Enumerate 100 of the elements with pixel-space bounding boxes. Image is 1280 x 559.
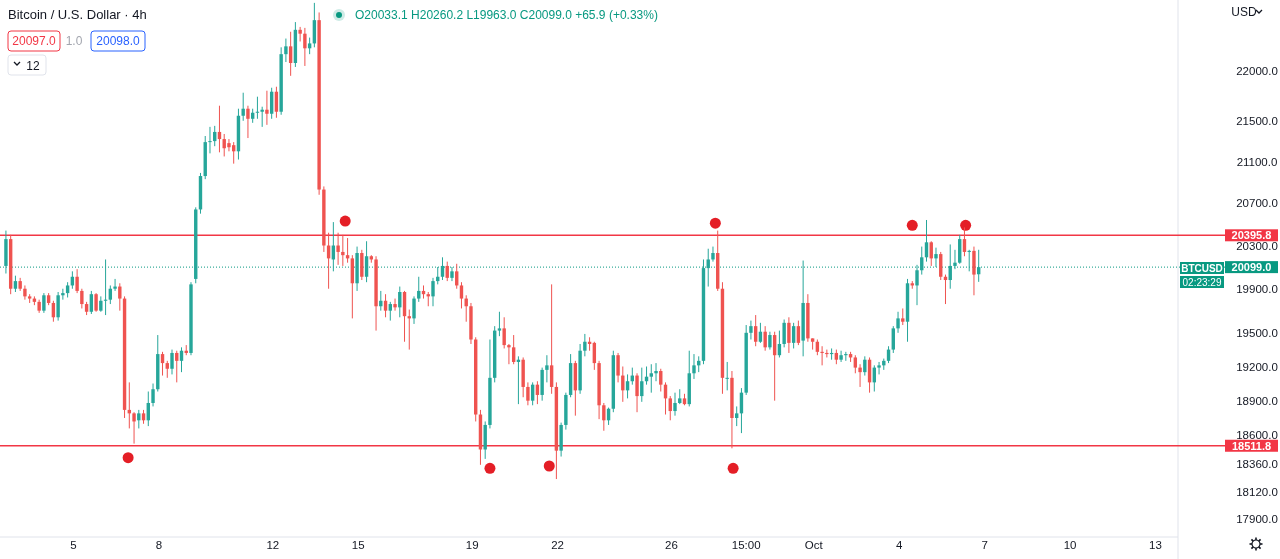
y-tick-label: 18600.0 <box>1236 429 1278 442</box>
candlestick <box>915 264 919 306</box>
candlestick <box>621 365 625 403</box>
x-tick-label: 8 <box>155 539 163 551</box>
candlestick <box>782 319 786 348</box>
candlestick <box>132 411 136 445</box>
candlestick <box>891 325 895 354</box>
candlestick <box>711 246 715 263</box>
candlestick <box>673 392 677 417</box>
candlestick <box>972 246 976 296</box>
candlestick <box>502 316 506 349</box>
y-tick-label: 19500.0 <box>1236 326 1278 339</box>
candlestick <box>80 288 84 309</box>
candlestick <box>602 402 606 432</box>
candlestick <box>151 383 155 407</box>
candlestick <box>170 349 174 375</box>
candlestick <box>364 240 369 283</box>
text: USD <box>1231 5 1257 19</box>
ref-line-label: 20099.0 <box>1231 260 1272 273</box>
x-tick-label: 15:00 <box>731 539 761 551</box>
y-tick-label: 22000.0 <box>1236 64 1278 77</box>
y-tick-label: 19200.0 <box>1236 360 1278 373</box>
x-tick-label: 12 <box>266 539 280 551</box>
text: BTCUSD <box>1181 263 1223 274</box>
candlestick <box>445 261 449 282</box>
y-tick-label: 20300.0 <box>1236 239 1278 252</box>
candlestick <box>23 284 27 301</box>
y-tick-label: 18360.0 <box>1236 457 1278 470</box>
candlestick <box>75 268 79 294</box>
candlestick <box>583 333 587 357</box>
candlestick <box>42 292 46 314</box>
candlestick <box>298 26 302 42</box>
y-tick-label: 18900.0 <box>1236 394 1278 407</box>
candlestick <box>649 363 653 394</box>
candlestick <box>246 105 250 139</box>
y-tick-label: 18120.0 <box>1236 486 1278 499</box>
candlestick <box>255 96 260 120</box>
candlestick <box>241 92 245 122</box>
candlestick <box>360 249 364 281</box>
candlestick <box>56 291 60 322</box>
y-tick-label: 21500.0 <box>1236 114 1278 127</box>
x-tick-label: 15 <box>351 539 365 551</box>
candlestick <box>825 349 829 358</box>
candlestick <box>507 343 511 365</box>
candlestick <box>668 395 672 421</box>
candlestick <box>958 234 962 265</box>
candlestick <box>939 251 943 281</box>
candlestick <box>863 355 867 377</box>
text: 02:23:29 <box>1182 277 1222 288</box>
candlestick <box>459 281 464 309</box>
candlestick <box>934 247 938 268</box>
x-tick-label: Oct <box>804 539 824 551</box>
candlestick <box>412 295 416 325</box>
x-tick-label: 5 <box>70 539 77 551</box>
x-tick-label: 22 <box>551 539 564 551</box>
candlestick <box>725 361 729 391</box>
text: O20033.1 H20260.2 L19963.0 C20099.0 +65.9 (+0.33%) <box>355 8 658 22</box>
x-tick-label: 26 <box>665 539 678 551</box>
x-tick-label: 10 <box>1063 539 1077 551</box>
candlestick <box>635 372 639 413</box>
candlestick <box>763 325 767 352</box>
ref-line-label: 18511.8 <box>1231 439 1272 452</box>
candlestick <box>858 363 862 388</box>
candlestick <box>877 361 881 375</box>
candlestick <box>839 350 843 363</box>
candlestick <box>417 276 421 303</box>
candlestick <box>393 298 397 312</box>
candlestick <box>549 283 554 395</box>
x-tick-label: 7 <box>981 539 988 551</box>
candlestick <box>853 354 858 374</box>
candlestick <box>379 290 383 312</box>
candlestick <box>450 266 454 282</box>
candlestick <box>260 106 264 128</box>
candlestick <box>227 138 231 152</box>
candlestick <box>735 405 739 427</box>
candlestick <box>94 292 98 313</box>
candlestick <box>61 288 65 301</box>
y-tick-label: 20700.0 <box>1236 197 1278 210</box>
candlestick <box>118 282 122 312</box>
x-tick-label: 4 <box>896 539 904 551</box>
text: Bitcoin / U.S. Dollar · 4h <box>8 7 147 22</box>
candlestick <box>388 301 392 322</box>
candlestick <box>787 316 791 354</box>
candlestick <box>113 278 117 292</box>
candlestick <box>431 277 435 307</box>
candlestick <box>208 126 212 154</box>
x-tick-label: 19 <box>465 539 479 551</box>
annotation: 1.0 <box>65 34 83 48</box>
candlestick <box>511 334 516 365</box>
candlestick <box>953 249 957 270</box>
candlestick <box>303 27 307 67</box>
ref-line-label: 20395.8 <box>1231 229 1272 242</box>
candlestick <box>749 320 753 341</box>
candlestick <box>545 354 549 383</box>
candlestick <box>820 345 824 366</box>
candlestick <box>654 362 658 382</box>
y-tick-label: 19900.0 <box>1236 282 1278 295</box>
annotation: 12 <box>26 59 40 73</box>
candlestick <box>89 290 94 315</box>
candlestick <box>692 353 696 380</box>
